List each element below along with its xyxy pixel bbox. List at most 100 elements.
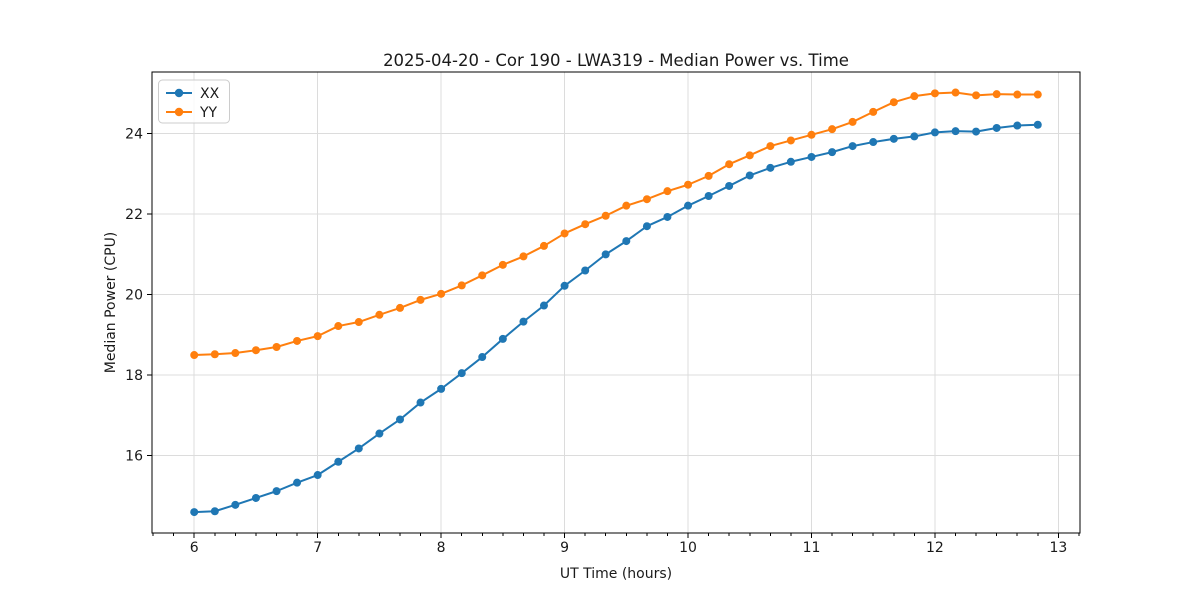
- data-point: [519, 252, 528, 261]
- data-point: [313, 332, 322, 341]
- x-tick-label: 10: [679, 540, 697, 556]
- data-point: [869, 138, 878, 147]
- data-point: [251, 346, 260, 355]
- data-point: [375, 310, 384, 319]
- legend-marker: [174, 88, 184, 98]
- data-point: [807, 130, 816, 139]
- y-axis: 16 18 20 22 24: [125, 127, 152, 465]
- x-tick-label: 13: [1049, 540, 1067, 556]
- x-axis: 6 7 8 9 10 11 12 13: [152, 533, 1080, 556]
- data-point: [1013, 121, 1022, 130]
- data-point: [848, 117, 857, 126]
- data-point: [478, 271, 487, 280]
- data-point: [972, 91, 981, 100]
- data-point: [828, 125, 837, 134]
- data-point: [951, 88, 960, 97]
- plot-area: 6 7 8 9 10 11 12 13 16 18 20 22 24 XX YY: [125, 71, 1081, 556]
- data-point: [437, 384, 446, 393]
- data-point: [457, 281, 466, 290]
- data-point: [725, 160, 734, 169]
- data-point: [560, 281, 569, 290]
- data-point: [745, 171, 754, 180]
- data-point: [642, 195, 651, 204]
- legend: XX YY: [158, 79, 230, 124]
- data-point: [930, 128, 939, 137]
- y-tick-label: 24: [125, 127, 143, 143]
- data-point: [766, 142, 775, 151]
- data-point: [766, 163, 775, 172]
- data-point: [313, 471, 322, 480]
- data-point: [992, 123, 1001, 132]
- data-point: [581, 220, 590, 229]
- data-point: [231, 500, 240, 509]
- data-point: [992, 90, 1001, 99]
- legend-marker: [174, 107, 184, 117]
- data-point: [910, 132, 919, 141]
- data-point: [910, 92, 919, 101]
- data-point: [642, 222, 651, 231]
- data-point: [272, 342, 281, 351]
- data-point: [581, 266, 590, 275]
- data-point: [293, 336, 302, 345]
- data-point: [190, 508, 199, 517]
- data-point: [539, 301, 548, 310]
- data-point: [293, 478, 302, 487]
- data-point: [334, 322, 343, 331]
- x-tick-label: 9: [560, 540, 569, 556]
- data-point: [354, 444, 363, 453]
- data-point: [622, 237, 631, 246]
- data-point: [478, 353, 487, 362]
- data-point: [663, 187, 672, 196]
- data-point: [375, 429, 384, 438]
- data-point: [396, 415, 405, 424]
- y-tick-label: 20: [125, 288, 143, 304]
- data-point: [1013, 90, 1022, 99]
- series-yy: [190, 88, 1042, 360]
- data-point: [519, 317, 528, 326]
- y-axis-label: Median Power (CPU): [103, 232, 119, 374]
- data-point: [457, 369, 466, 378]
- x-tick-label: 11: [803, 540, 821, 556]
- data-point: [889, 98, 898, 107]
- series-line: [193, 123, 1039, 514]
- data-point: [601, 211, 610, 220]
- x-tick-label: 7: [313, 540, 322, 556]
- legend-label: XX: [200, 86, 220, 102]
- data-point: [416, 295, 425, 304]
- data-point: [745, 151, 754, 160]
- data-point: [416, 398, 425, 407]
- data-point: [622, 201, 631, 210]
- data-point: [1033, 120, 1042, 129]
- x-tick-label: 12: [926, 540, 944, 556]
- data-point: [601, 250, 610, 259]
- chart-title: 2025-04-20 - Cor 190 - LWA319 - Median P…: [383, 51, 849, 70]
- data-point: [231, 349, 240, 358]
- data-point: [786, 136, 795, 145]
- data-point: [560, 229, 569, 238]
- gridlines: [152, 72, 1080, 533]
- data-point: [807, 152, 816, 161]
- data-point: [210, 507, 219, 516]
- data-point: [848, 142, 857, 151]
- data-point: [725, 181, 734, 190]
- data-point: [251, 493, 260, 502]
- data-point: [663, 212, 672, 221]
- data-point: [210, 350, 219, 359]
- data-point: [272, 487, 281, 496]
- data-point: [539, 241, 548, 250]
- data-point: [869, 107, 878, 116]
- plot-border: [151, 71, 1081, 534]
- x-tick-label: 8: [437, 540, 446, 556]
- data-point: [190, 351, 199, 360]
- y-tick-label: 18: [125, 368, 143, 384]
- data-point: [704, 192, 713, 201]
- data-point: [889, 134, 898, 143]
- data-point: [396, 303, 405, 312]
- y-tick-label: 22: [125, 207, 143, 223]
- data-point: [1033, 90, 1042, 99]
- data-point: [354, 318, 363, 327]
- x-tick-label: 6: [190, 540, 199, 556]
- data-point: [437, 289, 446, 298]
